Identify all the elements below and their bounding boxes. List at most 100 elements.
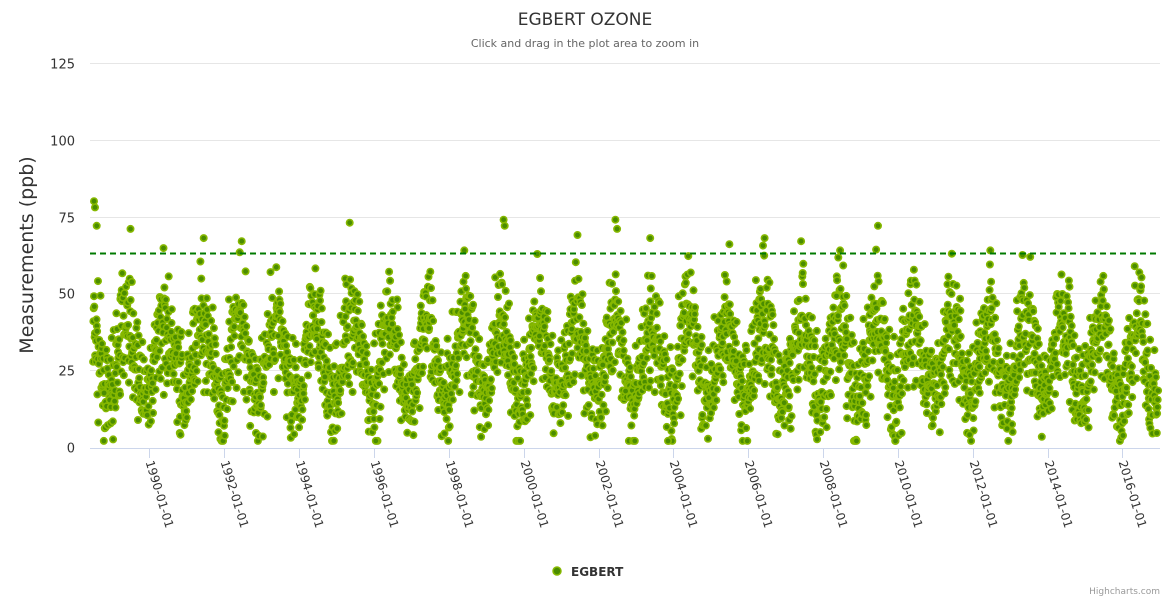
data-point[interactable] [793, 385, 802, 394]
data-point[interactable] [469, 300, 478, 309]
data-point[interactable] [388, 319, 397, 328]
data-point[interactable] [732, 317, 741, 326]
data-point[interactable] [975, 362, 984, 371]
data-point[interactable] [840, 301, 849, 310]
data-point[interactable] [133, 318, 142, 327]
data-point[interactable] [878, 298, 887, 307]
data-point[interactable] [244, 336, 253, 345]
data-point[interactable] [509, 353, 518, 362]
data-point[interactable] [992, 299, 1001, 308]
data-point[interactable] [836, 357, 845, 366]
data-point[interactable] [303, 371, 312, 380]
data-point[interactable] [1068, 360, 1077, 369]
data-point[interactable] [148, 379, 157, 388]
data-point[interactable] [1014, 322, 1023, 331]
data-point[interactable] [306, 358, 315, 367]
data-point[interactable] [120, 289, 129, 298]
data-point[interactable] [305, 342, 314, 351]
data-point[interactable] [1015, 373, 1024, 382]
data-point[interactable] [938, 362, 947, 371]
data-point[interactable] [306, 284, 315, 293]
data-point[interactable] [333, 424, 342, 433]
data-point[interactable] [619, 346, 628, 355]
data-point[interactable] [298, 415, 307, 424]
data-point[interactable] [282, 341, 291, 350]
data-point[interactable] [286, 423, 295, 432]
data-point[interactable] [647, 271, 656, 280]
data-point[interactable] [1008, 427, 1017, 436]
data-point[interactable] [396, 338, 405, 347]
data-point[interactable] [950, 321, 959, 330]
data-point[interactable] [223, 384, 232, 393]
data-point[interactable] [870, 282, 879, 291]
data-point[interactable] [134, 331, 143, 340]
data-point[interactable] [1139, 337, 1148, 346]
data-point[interactable] [263, 412, 272, 421]
data-point[interactable] [611, 215, 620, 224]
data-point[interactable] [92, 315, 101, 324]
data-point[interactable] [210, 394, 219, 403]
data-point[interactable] [159, 390, 168, 399]
data-point[interactable] [375, 414, 384, 423]
data-point[interactable] [124, 320, 133, 329]
data-point[interactable] [863, 381, 872, 390]
data-point[interactable] [196, 257, 205, 266]
data-point[interactable] [785, 358, 794, 367]
data-point[interactable] [543, 315, 552, 324]
data-point[interactable] [865, 372, 874, 381]
data-point[interactable] [872, 245, 881, 254]
data-point[interactable] [726, 309, 735, 318]
data-point[interactable] [232, 293, 241, 302]
data-point[interactable] [880, 315, 889, 324]
data-point[interactable] [394, 330, 403, 339]
data-point[interactable] [684, 329, 693, 338]
data-point[interactable] [559, 401, 568, 410]
data-point[interactable] [135, 374, 144, 383]
data-point[interactable] [861, 411, 870, 420]
data-point[interactable] [973, 338, 982, 347]
data-point[interactable] [90, 197, 99, 206]
data-point[interactable] [778, 407, 787, 416]
data-point[interactable] [847, 331, 856, 340]
data-point[interactable] [470, 316, 479, 325]
data-point[interactable] [798, 268, 807, 277]
data-point[interactable] [697, 340, 706, 349]
data-point[interactable] [174, 378, 183, 387]
data-point[interactable] [417, 369, 426, 378]
data-point[interactable] [311, 264, 320, 273]
data-point[interactable] [725, 240, 734, 249]
data-point[interactable] [889, 332, 898, 341]
data-point[interactable] [885, 325, 894, 334]
data-point[interactable] [1104, 340, 1113, 349]
data-point[interactable] [167, 318, 176, 327]
data-point[interactable] [896, 382, 905, 391]
data-point[interactable] [291, 339, 300, 348]
data-point[interactable] [235, 248, 244, 257]
data-point[interactable] [1130, 262, 1139, 271]
data-point[interactable] [348, 358, 357, 367]
data-point[interactable] [1047, 404, 1056, 413]
data-point[interactable] [1052, 334, 1061, 343]
data-point[interactable] [893, 366, 902, 375]
data-point[interactable] [259, 378, 268, 387]
data-point[interactable] [720, 270, 729, 279]
data-point[interactable] [429, 316, 438, 325]
data-point[interactable] [1132, 309, 1141, 318]
data-point[interactable] [149, 408, 158, 417]
data-point[interactable] [99, 436, 108, 445]
data-point[interactable] [220, 431, 229, 440]
data-point[interactable] [598, 360, 607, 369]
data-point[interactable] [1123, 324, 1132, 333]
data-point[interactable] [881, 347, 890, 356]
data-point[interactable] [126, 295, 135, 304]
data-point[interactable] [678, 355, 687, 364]
data-point[interactable] [1045, 384, 1054, 393]
data-point[interactable] [699, 355, 708, 364]
data-point[interactable] [1106, 325, 1115, 334]
data-point[interactable] [230, 322, 239, 331]
data-point[interactable] [90, 292, 99, 301]
data-point[interactable] [529, 364, 538, 373]
data-point[interactable] [807, 313, 816, 322]
data-point[interactable] [760, 234, 769, 243]
data-point[interactable] [461, 284, 470, 293]
